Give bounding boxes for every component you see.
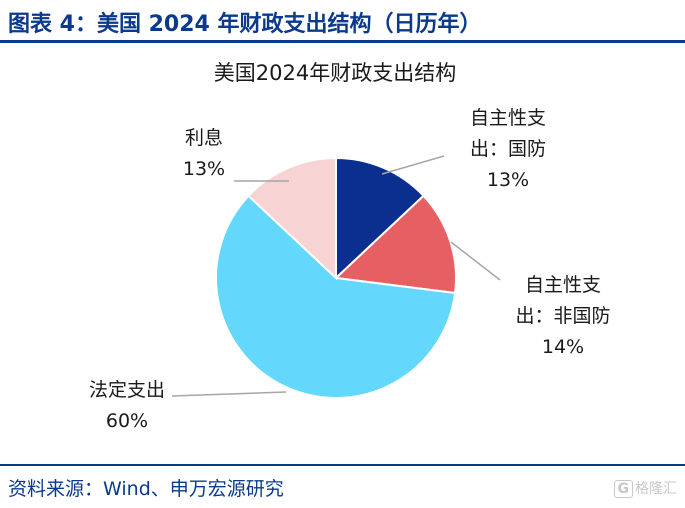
pie-slice-4: [247, 156, 337, 281]
leader-lines: [171, 155, 501, 397]
watermark-logo-icon: G: [613, 480, 633, 498]
pie-slice-1: [335, 156, 425, 281]
slice-name-label-1: 自主性支: [470, 107, 546, 129]
leader-line-3: [171, 391, 287, 397]
leader-line-2: [450, 241, 501, 281]
watermark: G 格隆汇: [613, 478, 677, 498]
footer-divider: [0, 464, 685, 466]
figure-title: 图表 4：美国 2024 年财政支出结构（日历年）: [8, 12, 482, 37]
slice-name-label-2: 出：非国防: [515, 305, 610, 327]
pie-chart: 美国2024年财政支出结构 自主性支 出：国防 13% 自主性支 出：非国防 14% 法定支…: [0, 44, 685, 462]
pie-slices: [214, 156, 457, 399]
slice-value-label-1: 13%: [487, 169, 529, 191]
slice-name-label-2: 自主性支: [525, 274, 601, 296]
leader-line-1: [381, 155, 445, 175]
pie-slice-3: [214, 194, 457, 399]
slice-value-label-2: 14%: [542, 336, 584, 358]
chart-title: 美国2024年财政支出结构: [214, 61, 456, 85]
source-note: 资料来源：Wind、申万宏源研究: [8, 478, 284, 500]
slice-name-label-3: 法定支出: [89, 379, 165, 401]
figure-header: 图表 4：美国 2024 年财政支出结构（日历年）: [0, 0, 685, 43]
watermark-text: 格隆汇: [635, 481, 677, 497]
pie-slice-2: [333, 194, 457, 295]
slice-value-label-4: 13%: [183, 158, 225, 180]
slice-name-label-4: 利息: [185, 127, 223, 149]
slice-value-label-3: 60%: [106, 410, 148, 432]
header-divider: [0, 40, 685, 43]
slice-name-label-1: 出：国防: [470, 138, 546, 160]
pie-chart-svg: 美国2024年财政支出结构 自主性支出：国防13%自主性支出：非国防14%法定支…: [89, 61, 611, 432]
